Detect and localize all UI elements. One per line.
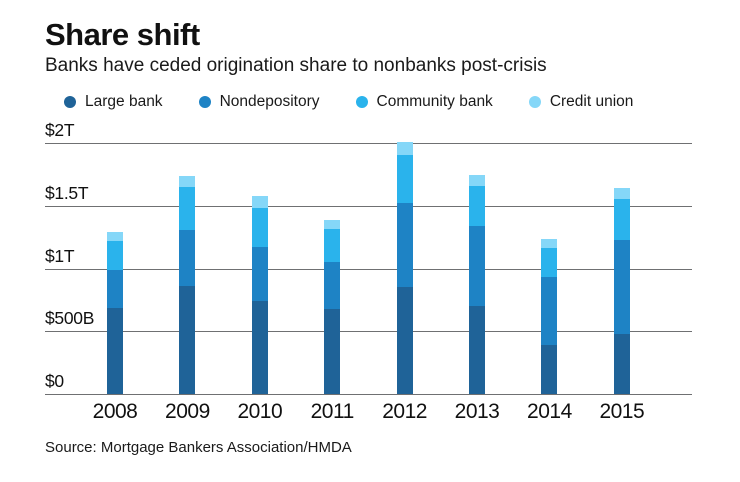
- bar-segment-community-bank: [613, 198, 630, 241]
- bar-segment-credit-union: [107, 232, 123, 241]
- bar-segment-credit-union: [613, 187, 630, 199]
- bar-segment-community-bank: [469, 186, 485, 227]
- bar-stack-2015: [613, 187, 630, 394]
- bar-segment-large-bank: [469, 305, 485, 394]
- bar-segment-community-bank: [179, 186, 196, 231]
- chart-title: Share shift: [45, 17, 200, 52]
- bar-stack-2010: [251, 196, 268, 394]
- bar-segment-nondepository: [179, 230, 196, 287]
- chart-legend: Large bank Nondepository Community bank Cre…: [64, 93, 633, 111]
- legend-dot-icon: [64, 96, 76, 108]
- bar-stack-2014: [541, 239, 558, 394]
- legend-item-community-bank: Community bank: [355, 93, 493, 111]
- bar-segment-credit-union: [469, 175, 485, 187]
- bar-stack-2009: [179, 175, 196, 394]
- legend-dot-icon: [528, 96, 541, 108]
- bar-segment-large-bank: [179, 286, 196, 394]
- y-axis-tick-label: $500B: [45, 308, 95, 329]
- x-axis-tick-label: 2015: [599, 400, 645, 423]
- bar-segment-large-bank: [251, 300, 268, 394]
- legend-label: Credit union: [549, 93, 634, 110]
- y-axis-tick-label: $1.5T: [45, 182, 89, 203]
- x-axis-tick-label: 2014: [527, 400, 572, 423]
- gridline: [45, 331, 692, 333]
- gridline: [45, 394, 692, 395]
- legend-item-large-bank: Large bank: [64, 93, 163, 111]
- x-axis-tick-label: 2013: [454, 400, 500, 423]
- x-axis-tick-label: 2009: [165, 400, 210, 423]
- bar-segment-credit-union: [396, 142, 413, 155]
- bar-segment-credit-union: [251, 196, 268, 208]
- bar-segment-large-bank: [107, 308, 123, 394]
- x-axis-tick-label: 2012: [382, 400, 427, 423]
- bar-segment-credit-union: [324, 219, 341, 229]
- bar-segment-community-bank: [396, 154, 413, 204]
- bar-segment-community-bank: [107, 240, 123, 271]
- bar-segment-large-bank: [541, 345, 558, 394]
- gridline: [45, 143, 692, 144]
- bar-segment-large-bank: [613, 333, 630, 394]
- legend-dot-icon: [355, 96, 368, 108]
- chart-plot: $2T $1.5T $1T $500B $0 2008 2009 2010 2011 2012 20…: [45, 120, 692, 423]
- chart-subtitle: Banks have ceded origination share to no…: [45, 55, 547, 76]
- legend-label: Large bank: [85, 93, 163, 110]
- bar-segment-credit-union: [541, 239, 558, 248]
- bar-stack-2011: [324, 219, 341, 394]
- source-note: Source: Mortgage Bankers Association/HMD…: [45, 439, 352, 456]
- gridline: [45, 205, 692, 207]
- bar-segment-nondepository: [469, 226, 485, 306]
- bar-stack-2013: [469, 175, 485, 394]
- x-axis-tick-label: 2011: [310, 400, 355, 423]
- bar-segment-large-bank: [396, 286, 413, 394]
- bar-stack-2012: [396, 142, 413, 394]
- x-axis-tick-label: 2010: [237, 400, 283, 423]
- bar-stack-2008: [107, 232, 123, 394]
- bar-segment-credit-union: [179, 175, 196, 187]
- legend-label: Nondepository: [219, 93, 320, 110]
- y-axis-tick-label: $0: [45, 371, 64, 391]
- legend-item-credit-union: Credit union: [528, 93, 634, 111]
- bar-segment-nondepository: [107, 270, 123, 309]
- bar-segment-nondepository: [396, 203, 413, 287]
- bar-segment-nondepository: [541, 277, 558, 346]
- legend-item-nondepository: Nondepository: [198, 93, 320, 111]
- x-axis-tick-label: 2008: [92, 400, 138, 423]
- y-axis-tick-label: $1T: [45, 245, 75, 266]
- bar-segment-nondepository: [324, 261, 341, 310]
- legend-label: Community bank: [376, 93, 493, 110]
- gridline: [45, 268, 692, 270]
- y-axis-tick-label: $2T: [45, 120, 75, 140]
- bar-segment-community-bank: [324, 228, 341, 262]
- bar-segment-nondepository: [613, 240, 630, 334]
- legend-dot-icon: [198, 96, 211, 108]
- bar-segment-nondepository: [251, 246, 268, 301]
- bar-segment-community-bank: [251, 207, 268, 247]
- bar-segment-community-bank: [541, 247, 558, 278]
- bar-segment-large-bank: [324, 309, 341, 394]
